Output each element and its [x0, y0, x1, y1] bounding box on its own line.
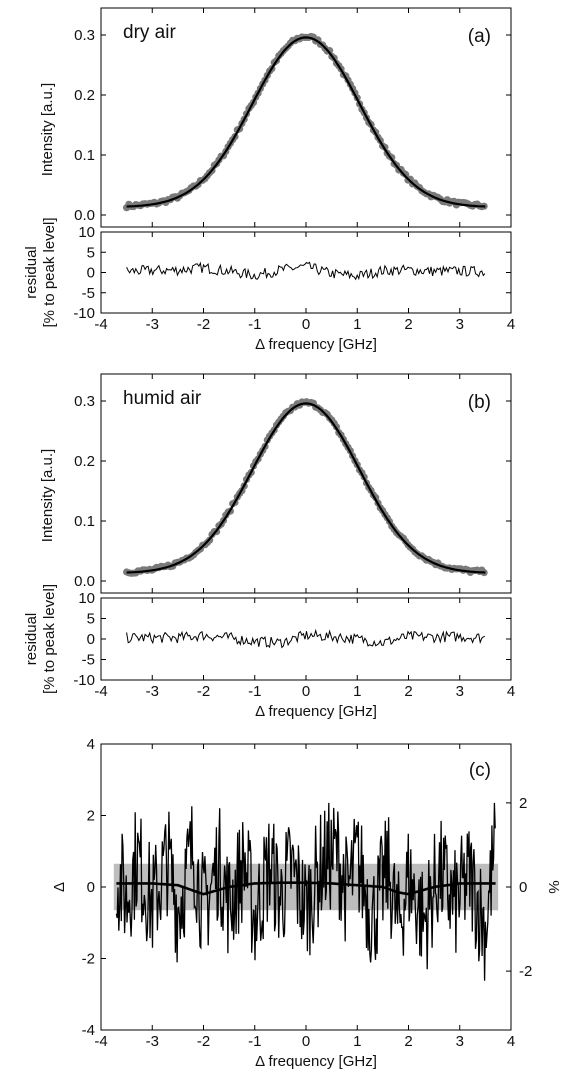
y2-tick-label: 2 [519, 795, 527, 812]
x-tick-label: -1 [248, 316, 261, 333]
y-tick-label: -10 [73, 305, 95, 322]
y-tick-label: 0.2 [74, 87, 95, 104]
y-tick-label: -10 [73, 672, 95, 689]
y-tick-label: 0.2 [74, 453, 95, 470]
x-tick-label: 0 [302, 683, 310, 700]
x-tick-label: -3 [146, 683, 159, 700]
y-tick-label: 0 [87, 879, 95, 896]
x-tick-label: 1 [353, 316, 361, 333]
x-tick-label: 0 [302, 316, 310, 333]
y-tick-label: -4 [82, 1022, 95, 1039]
y2-tick-label: 0 [519, 879, 527, 896]
panel-label: (b) [468, 392, 491, 413]
x-tick-label: 2 [404, 1033, 412, 1050]
smoothed-line [116, 881, 496, 896]
y-tick-label: 10 [78, 590, 95, 607]
y-tick-label: 0.0 [74, 207, 95, 224]
y-axis-label: Intensity [a.u.] [39, 83, 56, 176]
y-tick-label: -5 [82, 652, 95, 669]
x-tick-label: 3 [456, 316, 464, 333]
y-axis-label: Intensity [a.u.] [39, 449, 56, 542]
y-tick-label: -5 [82, 285, 95, 302]
panel-b [100, 373, 512, 594]
y-tick-label: -2 [82, 951, 95, 968]
y2-tick-label: -2 [519, 963, 532, 980]
y-tick-label: 5 [87, 244, 95, 261]
x-tick-label: 1 [353, 683, 361, 700]
y-axis-label: residual [23, 613, 40, 666]
x-tick-label: -4 [94, 683, 107, 700]
x-tick-label: 4 [507, 1033, 515, 1050]
y-tick-label: 4 [87, 736, 95, 753]
panel-c [100, 743, 512, 1031]
y-tick-label: 2 [87, 808, 95, 825]
x-tick-label: -3 [146, 1033, 159, 1050]
x-tick-label: 3 [456, 683, 464, 700]
y-tick-label: 0.3 [74, 27, 95, 44]
panel-b-res [100, 597, 512, 681]
difference-line [115, 802, 496, 981]
x-axis-label: Δ frequency [GHz] [255, 1053, 377, 1070]
x-tick-label: -2 [197, 683, 210, 700]
y-axis-label: residual [23, 246, 40, 299]
panel-a-res [100, 231, 512, 314]
x-tick-label: 4 [507, 683, 515, 700]
annotation: humid air [123, 388, 202, 409]
x-tick-label: -2 [197, 1033, 210, 1050]
x-tick-label: -4 [94, 316, 107, 333]
x-axis-label: Δ frequency [GHz] [255, 336, 377, 353]
x-tick-label: 0 [302, 1033, 310, 1050]
y-axis-label: [% to peak level] [41, 584, 58, 694]
y-tick-label: 0.0 [74, 573, 95, 590]
panel-label: (a) [468, 26, 491, 47]
fit-line [126, 36, 486, 208]
residual-line [126, 628, 486, 649]
residual-line [126, 261, 486, 281]
x-tick-label: -1 [248, 683, 261, 700]
x-tick-label: 3 [456, 1033, 464, 1050]
y-axis-label: [% to peak level] [41, 217, 58, 327]
y-tick-label: 5 [87, 611, 95, 628]
x-axis-label: Δ frequency [GHz] [255, 703, 377, 720]
y-tick-label: 0 [87, 631, 95, 648]
y-tick-label: 0.1 [74, 147, 95, 164]
y-axis-label: Δ [51, 882, 68, 892]
y-tick-label: 0.3 [74, 393, 95, 410]
x-tick-label: 4 [507, 316, 515, 333]
x-tick-label: -2 [197, 316, 210, 333]
y-tick-label: 0.1 [74, 513, 95, 530]
y-tick-label: 0 [87, 265, 95, 282]
x-tick-label: -4 [94, 1033, 107, 1050]
fit-line [126, 402, 486, 574]
x-tick-label: 2 [404, 683, 412, 700]
annotation: dry air [123, 22, 176, 43]
x-tick-label: 1 [353, 1033, 361, 1050]
y-tick-label: 10 [78, 224, 95, 241]
y2-axis-label: % [545, 880, 562, 893]
panel-label: (c) [469, 760, 491, 781]
x-tick-label: -1 [248, 1033, 261, 1050]
x-tick-label: -3 [146, 316, 159, 333]
x-tick-label: 2 [404, 316, 412, 333]
panel-a [100, 7, 512, 228]
